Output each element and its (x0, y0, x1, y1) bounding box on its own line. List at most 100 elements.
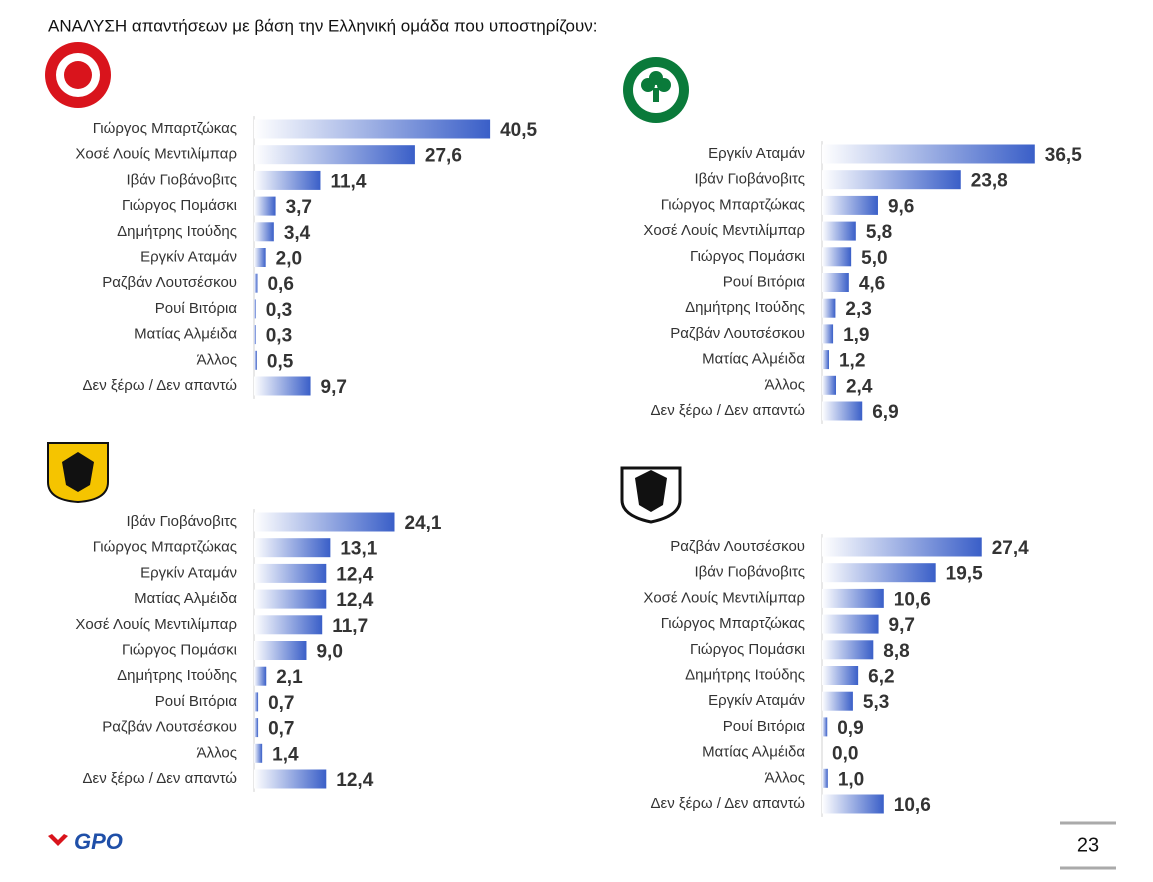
slide-title: ΑΝΑΛΥΣΗ απαντήσεων με βάση την Ελληνική … (48, 16, 598, 35)
category-label: Ματίας Αλμέιδα (134, 326, 237, 343)
page-number: 23 (1077, 834, 1099, 856)
value-label: 40,5 (500, 120, 537, 141)
logo-paok (620, 466, 682, 524)
category-label: Εργκίν Αταμάν (140, 564, 237, 581)
value-label: 1,2 (839, 351, 865, 372)
value-label: 0,5 (267, 351, 294, 372)
category-label: Άλλος (765, 376, 805, 393)
bar (254, 589, 327, 609)
value-label: 2,1 (276, 667, 303, 688)
category-label: Χοσέ Λουίς Μεντιλίμπαρ (643, 222, 805, 239)
value-label: 2,4 (846, 376, 873, 397)
value-label: 3,7 (286, 197, 312, 218)
value-label: 2,3 (845, 299, 871, 320)
value-label: 1,4 (272, 744, 299, 765)
value-label: 23,8 (971, 171, 1008, 192)
category-label: Ραζβάν Λουτσέσκου (670, 325, 805, 342)
value-label: 24,1 (405, 513, 442, 534)
bar (822, 563, 936, 583)
value-label: 0,6 (267, 274, 293, 295)
category-label: Γιώργος Μπαρτζώκας (93, 539, 237, 556)
bar (254, 299, 256, 319)
value-label: 0,3 (266, 326, 292, 347)
category-label: Ματίας Αλμέιδα (702, 744, 805, 761)
bar (822, 221, 856, 241)
bar (254, 615, 323, 635)
value-label: 9,7 (321, 377, 347, 398)
category-label: Άλλος (197, 351, 237, 368)
category-label: Γιώργος Πομάσκι (122, 197, 237, 214)
category-label: Ρουί Βιτόρια (723, 718, 806, 735)
bar (254, 273, 258, 293)
value-label: 5,0 (861, 248, 887, 269)
brand: GPO (74, 829, 123, 854)
category-label: Δεν ξέρω / Δεν απαντώ (83, 377, 238, 394)
category-label: Ραζβάν Λουτσέσκου (670, 538, 805, 555)
value-label: 0,3 (266, 300, 292, 321)
bar (254, 119, 491, 139)
value-label: 2,0 (276, 249, 302, 270)
bar (822, 195, 878, 215)
value-label: 1,0 (838, 769, 864, 790)
value-label: 8,8 (883, 641, 909, 662)
bar (822, 247, 852, 267)
bar (822, 666, 859, 685)
category-label: Γιώργος Πομάσκι (122, 641, 237, 658)
value-label: 11,7 (332, 616, 368, 637)
category-label: Ραζβάν Λουτσέσκου (102, 719, 237, 736)
category-label: Γιώργος Πομάσκι (690, 248, 805, 265)
bar (254, 641, 307, 660)
bar (254, 512, 395, 532)
value-label: 5,8 (866, 222, 892, 243)
value-label: 9,6 (888, 196, 914, 217)
logo-aek (47, 442, 109, 504)
category-label: Γιώργος Μπαρτζώκας (93, 120, 237, 137)
category-label: Ιβάν Γιοβάνοβιτς (695, 564, 805, 581)
value-label: 9,7 (889, 615, 915, 636)
bar (822, 537, 982, 557)
bar (254, 718, 259, 738)
value-label: 12,4 (336, 770, 373, 791)
bar (822, 588, 884, 608)
bar (822, 717, 828, 737)
value-label: 5,3 (863, 692, 889, 713)
category-label: Ραζβάν Λουτσέσκου (102, 274, 237, 291)
bar (254, 376, 311, 396)
value-label: 27,4 (992, 538, 1029, 559)
value-label: 10,6 (894, 589, 931, 610)
category-label: Ρουί Βιτόρια (723, 273, 806, 290)
category-label: Δημήτρης Ιτούδης (117, 223, 237, 240)
value-label: 0,0 (832, 744, 858, 765)
bar (822, 614, 879, 634)
category-label: Χοσέ Λουίς Μεντιλίμπαρ (643, 589, 805, 606)
bar (254, 248, 266, 267)
value-label: 12,4 (336, 590, 373, 611)
value-label: 6,9 (872, 402, 898, 423)
bar (254, 538, 331, 558)
category-label: Γιώργος Μπαρτζώκας (661, 196, 805, 213)
bar (822, 350, 829, 370)
category-label: Άλλος (197, 744, 237, 761)
value-label: 11,4 (330, 171, 366, 192)
value-label: 36,5 (1045, 145, 1082, 166)
bar (822, 298, 836, 318)
bar (822, 640, 874, 660)
bar (822, 170, 961, 190)
category-label: Εργκίν Αταμάν (140, 248, 237, 265)
category-label: Δεν ξέρω / Δεν απαντώ (651, 795, 806, 812)
value-label: 0,7 (268, 719, 294, 740)
value-label: 12,4 (336, 564, 373, 585)
category-label: Εργκίν Αταμάν (708, 145, 805, 162)
category-label: Χοσέ Λουίς Μεντιλίμπαρ (75, 616, 237, 633)
category-label: Δημήτρης Ιτούδης (685, 299, 805, 316)
bar (822, 691, 853, 711)
bar (254, 743, 263, 763)
bar (254, 350, 257, 370)
bar (822, 794, 884, 814)
bar (254, 222, 274, 242)
bar (254, 769, 327, 789)
value-label: 3,4 (284, 223, 311, 244)
bar (254, 666, 267, 686)
bar (254, 170, 321, 190)
